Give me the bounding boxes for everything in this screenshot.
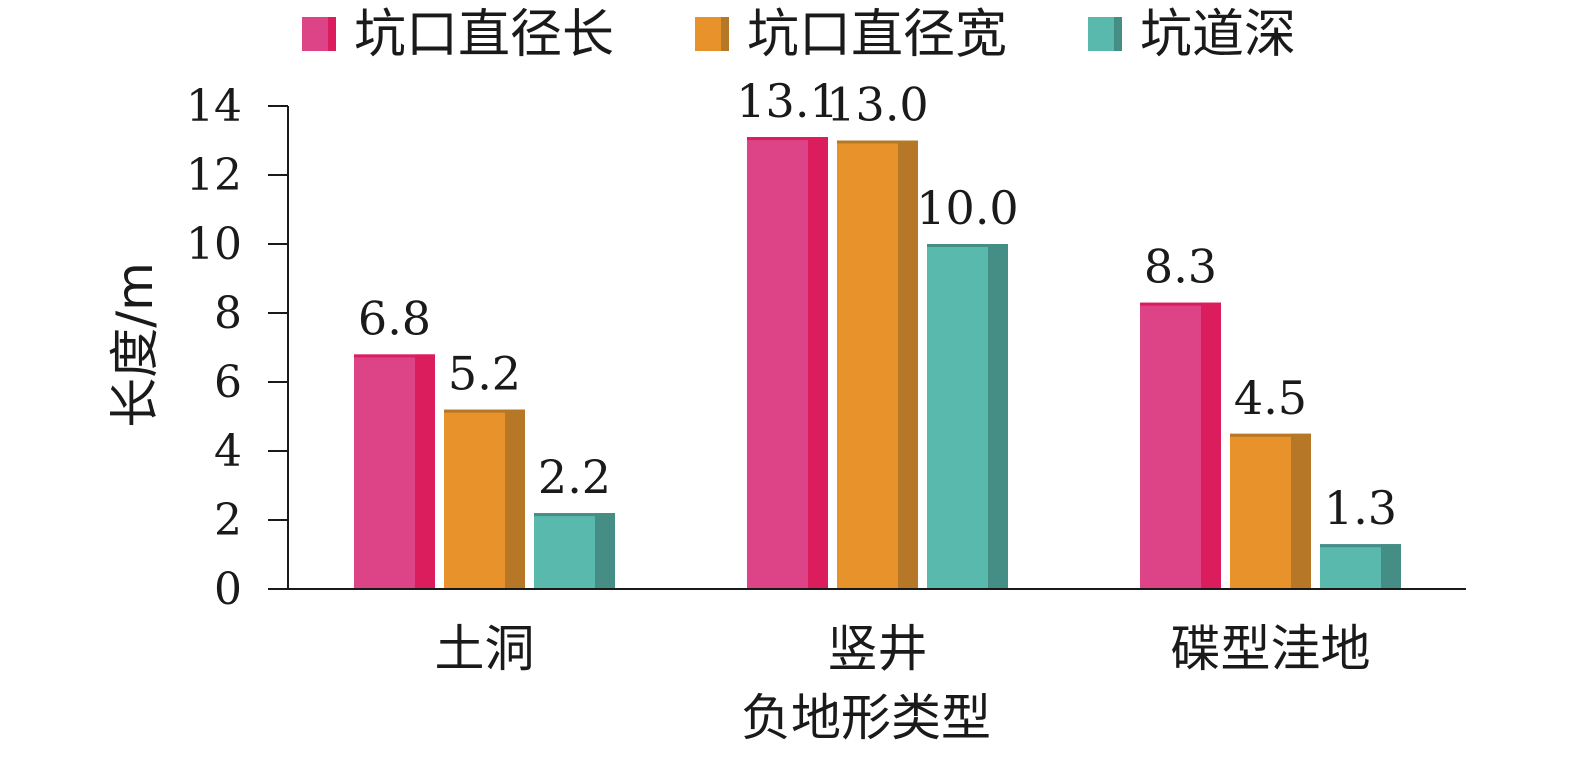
data-label: 2.2 [538, 450, 611, 504]
bar-shade [595, 513, 615, 589]
bar [444, 409, 525, 589]
category-label: 竖井 [828, 620, 928, 678]
bar [1140, 302, 1221, 589]
legend-label: 坑口直径长 [354, 5, 614, 65]
bar-top-edge [354, 354, 435, 358]
bar-shade [808, 137, 828, 590]
bar [1230, 433, 1311, 589]
legend-item: 坑口直径宽 [695, 5, 1007, 65]
y-tick-label: 6 [214, 357, 242, 408]
data-label: 4.5 [1234, 371, 1307, 425]
bar [927, 244, 1008, 589]
bar [747, 137, 828, 590]
data-label: 6.8 [358, 291, 431, 345]
bar-shade [415, 354, 435, 589]
legend-label: 坑道深 [1140, 5, 1296, 65]
bar-top-edge [1230, 433, 1311, 437]
data-label: 13.0 [826, 78, 928, 132]
legend-item: 坑道深 [1088, 5, 1296, 65]
bar-top-edge [444, 409, 525, 413]
y-axis-ticks: 0 2 4 6 8 10 12 14 [186, 81, 288, 615]
bar-shade [1291, 433, 1311, 589]
bar-top-edge [1320, 544, 1401, 548]
legend-item: 坑口直径长 [302, 5, 614, 65]
bar [534, 513, 615, 589]
bar-shade [1201, 302, 1221, 589]
y-axis-title: 长度/m [106, 262, 164, 428]
bar-top-edge [747, 137, 828, 141]
data-label: 5.2 [448, 347, 521, 401]
legend-swatch-shade [721, 17, 729, 51]
y-tick-label: 8 [214, 288, 242, 339]
y-tick-label: 0 [214, 564, 242, 615]
category-label: 碟型洼地 [1171, 620, 1371, 678]
bars [354, 137, 1401, 590]
legend-label: 坑口直径宽 [747, 5, 1007, 65]
bar-shade [505, 409, 525, 589]
bar [837, 140, 918, 589]
data-label: 10.0 [916, 181, 1018, 235]
y-tick-label: 14 [186, 81, 242, 132]
y-tick-label: 4 [214, 426, 242, 477]
bar-shade [988, 244, 1008, 589]
legend-swatch-shade [328, 17, 336, 51]
y-tick-label: 10 [186, 219, 242, 270]
legend-swatch-shade [1114, 17, 1122, 51]
data-label: 1.3 [1324, 481, 1397, 535]
bar [354, 354, 435, 589]
bar [1320, 544, 1401, 589]
data-label: 8.3 [1144, 240, 1217, 294]
bar-top-edge [927, 244, 1008, 247]
bar-shade [898, 140, 918, 589]
bar-shade [1381, 544, 1401, 589]
bar-top-edge [534, 513, 615, 517]
category-labels: 土洞 竖井 碟型洼地 [435, 620, 1371, 678]
data-labels: 6.8 13.1 8.3 5.2 13.0 4.5 2.2 10.0 1.3 [358, 74, 1397, 535]
y-tick-label: 2 [214, 495, 242, 546]
bar-top-edge [1140, 302, 1221, 306]
x-axis-title: 负地形类型 [741, 689, 991, 747]
bar-top-edge [837, 140, 918, 144]
y-tick-label: 12 [186, 150, 242, 201]
category-label: 土洞 [435, 620, 535, 678]
legend: 坑口直径长 坑口直径宽 坑道深 [302, 5, 1296, 65]
data-label: 13.1 [736, 74, 838, 128]
